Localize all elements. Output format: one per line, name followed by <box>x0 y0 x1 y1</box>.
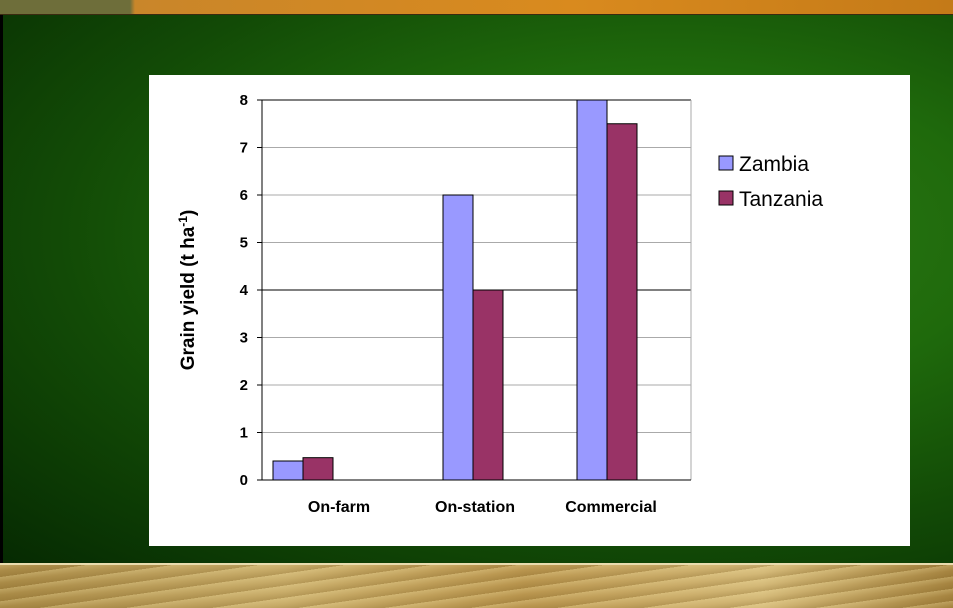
axis-layer <box>257 99 691 481</box>
legend-swatch-zambia <box>718 155 734 171</box>
bar-tanzania-on-farm <box>302 457 334 481</box>
y-axis-label-close: ) <box>178 210 199 216</box>
y-axis-label-superscript: -1 <box>176 216 190 227</box>
y-tick-labels: 0 1 2 3 4 5 6 7 8 <box>240 92 249 489</box>
x-category-label: On-station <box>435 499 515 516</box>
y-tick-label: 8 <box>240 92 248 109</box>
y-tick-label: 2 <box>240 377 248 394</box>
bar-zambia-on-station <box>442 194 474 481</box>
y-tick-label: 1 <box>240 425 248 442</box>
x-category-label: On-farm <box>308 499 370 516</box>
y-tick-label: 4 <box>240 282 249 299</box>
y-axis-label: Grain yield (t ha-1) <box>176 210 199 371</box>
x-category-label: Commercial <box>565 499 657 516</box>
legend: Zambia Tanzania <box>718 153 823 211</box>
legend-label-tanzania: Tanzania <box>739 188 823 211</box>
bar-zambia-commercial <box>576 99 608 481</box>
slide-bottom-band <box>0 563 953 608</box>
bar-tanzania-on-station <box>472 289 504 481</box>
bar-chart: 0 1 2 3 4 5 6 7 8 On-farm On-station Commercial Gr… <box>176 92 823 516</box>
y-axis-label-main: Grain yield (t ha <box>178 226 199 370</box>
top-accent-bar <box>0 0 953 15</box>
chart-panel: 0 1 2 3 4 5 6 7 8 On-farm On-station Commercial Gr… <box>149 75 910 546</box>
y-tick-label: 0 <box>240 472 248 489</box>
legend-swatch-tanzania <box>718 190 734 206</box>
y-tick-label: 5 <box>240 235 248 252</box>
y-tick-label: 3 <box>240 330 248 347</box>
legend-label-zambia: Zambia <box>739 153 809 176</box>
bars-layer <box>272 99 638 481</box>
y-tick-label: 6 <box>240 187 248 204</box>
y-tick-label: 7 <box>240 140 248 157</box>
bar-tanzania-commercial <box>606 123 638 481</box>
bar-zambia-on-farm <box>272 460 304 481</box>
x-category-labels: On-farm On-station Commercial <box>308 499 657 516</box>
